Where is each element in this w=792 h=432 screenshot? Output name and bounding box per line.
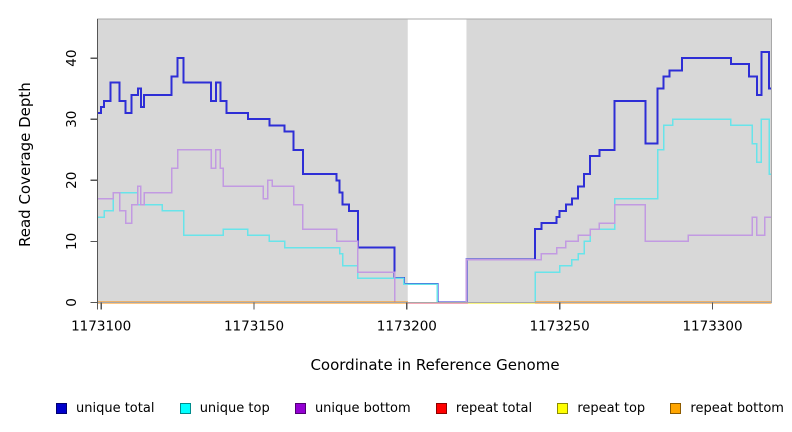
- legend-label: unique total: [76, 400, 155, 416]
- y-axis-title: Read Coverage Depth: [16, 82, 34, 248]
- y-tick-label: 30: [64, 111, 80, 128]
- legend-item-unique-bottom: unique bottom: [294, 400, 411, 416]
- legend-swatch-unique-bottom: [294, 402, 306, 414]
- series-unique-top: [98, 118, 772, 304]
- legend-item-repeat-top: repeat top: [557, 401, 645, 416]
- x-tick-label: 1173100: [71, 319, 131, 335]
- legend-swatch-repeat-top: [557, 402, 569, 414]
- legend-label: unique bottom: [314, 400, 411, 416]
- legend-item-repeat-total: repeat total: [435, 400, 533, 416]
- legend-swatch-repeat-bottom: [670, 402, 682, 414]
- legend-label: repeat top: [577, 400, 646, 416]
- x-axis-title: Coordinate in Reference Genome: [310, 356, 560, 374]
- legend-swatch-repeat-total: [435, 402, 447, 414]
- x-tick-label: 1173250: [530, 319, 590, 335]
- legend-swatch-unique-total: [56, 402, 67, 414]
- coverage-chart: 0 10 20 30 40 1173100 1173150 1173200 1173250 117…: [64, 18, 772, 335]
- y-tick-label: 0: [64, 298, 80, 307]
- legend-item-unique-total: unique total: [56, 401, 154, 416]
- legend-label: repeat bottom: [690, 400, 784, 416]
- legend-item-unique-top: unique top: [179, 400, 270, 416]
- legend: unique total unique top unique bottom repea…: [56, 396, 784, 420]
- legend-label: unique top: [199, 400, 270, 416]
- y-tick-label: 20: [64, 172, 80, 189]
- x-tick-label: 1173150: [224, 319, 284, 335]
- legend-swatch-unique-top: [179, 402, 191, 414]
- legend-label: repeat total: [455, 400, 533, 416]
- x-tick-label: 1173300: [682, 319, 742, 335]
- series-unique-bottom: [98, 149, 772, 304]
- x-tick-label: 1173200: [377, 319, 437, 335]
- y-tick-label: 40: [64, 50, 80, 67]
- y-tick-label: 10: [64, 233, 80, 250]
- masked-region: [407, 19, 467, 303]
- legend-item-repeat-bottom: repeat bottom: [670, 401, 784, 416]
- series-unique-total: [98, 51, 772, 304]
